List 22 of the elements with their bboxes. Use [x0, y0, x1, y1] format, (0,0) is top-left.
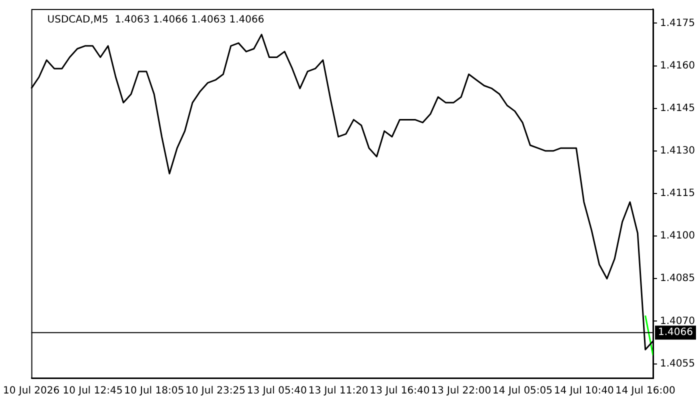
y-tick-label: 1.4145	[660, 102, 696, 114]
y-tick-label: 1.4085	[660, 273, 696, 284]
x-tick-label: 10 Jul 12:45	[62, 386, 123, 397]
x-tick-label: 14 Jul 16:00	[615, 386, 676, 397]
y-tick-label: 1.4175	[660, 18, 696, 29]
ref-line-label: 1.4066	[658, 327, 694, 338]
x-tick-label: 10 Jul 18:05	[124, 386, 184, 397]
y-tick-label: 1.4115	[660, 188, 696, 200]
text: USDCAD,M5 1.4063 1.4066 1.4063 1.4066	[47, 14, 264, 26]
x-tick-label: 14 Jul 10:40	[554, 386, 614, 397]
x-tick-label: 10 Jul 23:25	[186, 386, 246, 397]
x-tick-label: 10 Jul 2026	[2, 386, 60, 397]
y-tick-label: 1.4100	[660, 230, 696, 242]
y-tick-label: 1.4160	[660, 60, 696, 72]
y-tick-label: 1.4130	[660, 146, 696, 157]
x-tick-label: 13 Jul 05:40	[246, 386, 307, 397]
x-tick-label: 14 Jul 05:05	[492, 386, 553, 397]
x-tick-label: 13 Jul 22:00	[431, 386, 492, 397]
x-tick-label: 13 Jul 11:20	[308, 386, 368, 397]
x-tick-label: 13 Jul 16:40	[370, 386, 430, 397]
y-tick-label: 1.4070	[660, 316, 696, 327]
y-tick-label: 1.4055	[660, 358, 696, 370]
